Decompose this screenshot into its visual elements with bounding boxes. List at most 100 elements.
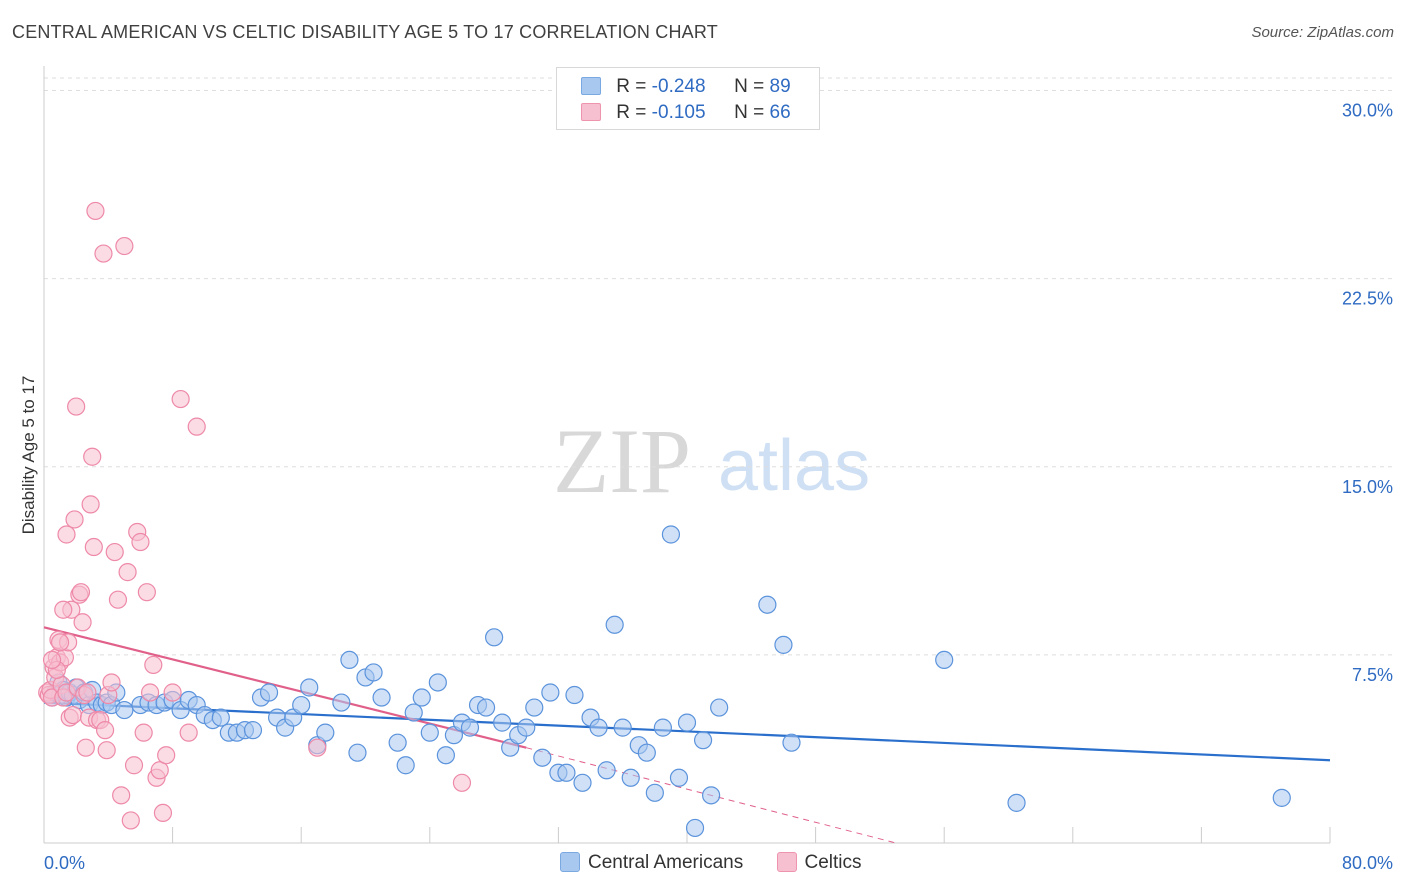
- point-celtics: [137, 583, 156, 602]
- point-celtics: [140, 683, 160, 702]
- point-central-americans: [533, 748, 552, 767]
- watermark-zip: ZIP: [553, 410, 691, 512]
- point-central-americans: [428, 673, 447, 692]
- point-celtics: [63, 705, 83, 725]
- point-central-americans: [404, 703, 423, 722]
- point-central-americans: [300, 678, 319, 697]
- point-celtics: [115, 236, 134, 256]
- axes: [43, 66, 1331, 844]
- point-central-americans: [597, 761, 616, 780]
- bottom-legend-swatch-celtics: [776, 852, 797, 872]
- point-central-americans: [372, 688, 391, 707]
- point-central-americans: [292, 695, 311, 715]
- legend-r-value: -0.105: [651, 102, 706, 123]
- point-celtics: [65, 510, 84, 529]
- x-tick-label: 0.0%: [44, 853, 85, 873]
- point-celtics: [76, 738, 95, 757]
- point-central-americans: [348, 743, 367, 762]
- point-celtics: [57, 525, 76, 544]
- point-celtics: [163, 683, 182, 702]
- point-celtics: [42, 650, 62, 670]
- legend-swatch-celtics: [581, 103, 601, 121]
- legend-r-label: R =: [616, 76, 647, 97]
- point-central-americans: [758, 595, 777, 614]
- bottom-legend-label: Central Americans: [588, 852, 744, 873]
- point-central-americans: [637, 743, 656, 762]
- point-celtics: [121, 811, 140, 830]
- axis-labels: 7.5% 15.0% 22.5% 30.0% 0.0% 80.0% Disability A…: [19, 101, 1393, 873]
- point-central-americans: [340, 650, 359, 670]
- point-celtics: [118, 563, 137, 582]
- legend-r-label: R =: [616, 102, 647, 123]
- legend-row-central-americans: R = -0.248 N = 89: [581, 76, 791, 98]
- point-central-americans: [645, 783, 664, 802]
- point-central-americans: [364, 663, 383, 682]
- point-celtics: [179, 723, 198, 742]
- point-celtics: [83, 447, 102, 466]
- point-central-americans: [436, 746, 455, 765]
- point-celtics: [81, 495, 100, 514]
- grid-lines: [44, 77, 1392, 656]
- watermark: ZIP atlas: [553, 410, 870, 512]
- point-central-americans: [1272, 788, 1291, 807]
- point-central-americans: [653, 718, 672, 737]
- point-central-americans: [702, 786, 721, 805]
- point-celtics: [84, 537, 103, 557]
- point-central-americans: [420, 723, 439, 742]
- point-celtics: [105, 542, 124, 562]
- point-celtics: [108, 590, 128, 609]
- point-celtics: [78, 683, 97, 702]
- point-central-americans: [677, 713, 697, 732]
- point-central-americans: [332, 693, 351, 712]
- point-celtics: [124, 756, 144, 775]
- bottom-legend-celtics: Celtics: [776, 852, 862, 874]
- point-celtics: [153, 803, 173, 823]
- y-axis-title: Disability Age 5 to 17: [19, 376, 38, 535]
- point-celtics: [71, 583, 91, 602]
- point-central-americans: [557, 763, 576, 782]
- point-central-americans: [259, 683, 279, 702]
- point-central-americans: [316, 723, 335, 742]
- legend-row-celtics: R = -0.105 N = 66: [581, 102, 791, 124]
- point-central-americans: [525, 698, 544, 717]
- point-central-americans: [693, 731, 713, 750]
- point-central-americans: [774, 635, 793, 654]
- bottom-legend: Central Americans Celtics: [560, 852, 890, 874]
- y-tick-label: 15.0%: [1342, 477, 1393, 497]
- legend-n-label: N =: [734, 76, 765, 97]
- y-tick-label: 22.5%: [1342, 289, 1393, 309]
- point-central-americans: [243, 721, 263, 740]
- point-celtics: [308, 738, 327, 757]
- legend-n-label: N =: [734, 102, 765, 123]
- bottom-legend-swatch-central-americans: [560, 852, 580, 872]
- point-celtics: [86, 201, 105, 221]
- point-central-americans: [476, 698, 496, 717]
- point-central-americans: [573, 773, 592, 792]
- point-celtics: [102, 673, 121, 692]
- point-celtics: [67, 397, 86, 416]
- point-central-americans: [613, 718, 632, 737]
- y-tick-label: 30.0%: [1342, 101, 1393, 121]
- legend-r-value: -0.248: [651, 76, 706, 97]
- point-central-americans: [661, 525, 681, 544]
- point-central-americans: [541, 683, 560, 702]
- point-central-americans: [517, 718, 536, 737]
- source-label: Source: ZipAtlas.com: [1251, 24, 1394, 41]
- point-celtics: [150, 761, 169, 780]
- point-central-americans: [710, 698, 729, 717]
- point-central-americans: [935, 650, 954, 670]
- x-tick-label: 80.0%: [1342, 853, 1393, 873]
- point-central-americans: [388, 733, 407, 752]
- point-central-americans: [412, 688, 431, 707]
- point-central-americans: [396, 756, 415, 775]
- legend-n-value: 66: [769, 102, 791, 123]
- chart-title: CENTRAL AMERICAN VS CELTIC DISABILITY AG…: [12, 22, 718, 42]
- point-celtics: [452, 773, 472, 792]
- point-central-americans: [621, 768, 640, 787]
- watermark-atlas: atlas: [718, 426, 870, 506]
- point-central-americans: [685, 818, 705, 838]
- trend-celtics: [43, 626, 527, 749]
- point-central-americans: [605, 615, 624, 634]
- y-tick-label: 7.5%: [1352, 665, 1393, 685]
